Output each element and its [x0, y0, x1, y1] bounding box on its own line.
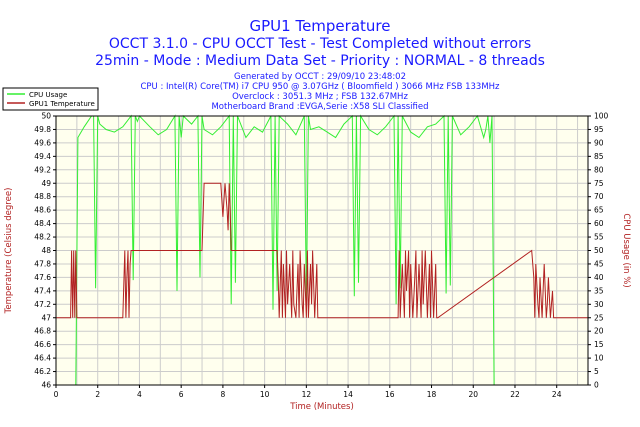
y-left-tick-label: 49.8	[34, 125, 51, 134]
legend-entry: CPU Usage	[29, 91, 67, 99]
y-right-tick-label: 15	[594, 340, 604, 349]
y-right-tick-label: 55	[594, 233, 604, 242]
x-tick-label: 0	[54, 390, 59, 399]
legend-box	[2, 87, 99, 111]
y-right-tick-label: 35	[594, 286, 604, 295]
legend-entry: GPU1 Temperature	[29, 100, 95, 108]
y-right-tick-label: 90	[594, 138, 604, 147]
info-overclock: Overclock : 3051.3 MHz ; FSB 132.67MHz	[232, 92, 408, 102]
info-motherboard: Motherboard Brand :EVGA,Serie :X58 SLI C…	[211, 102, 429, 112]
y-axis-right-label: CPU Usage (in %)	[621, 213, 631, 287]
y-left-tick-label: 48.6	[34, 206, 51, 215]
y-right-tick-label: 20	[594, 327, 604, 336]
x-tick-label: 8	[221, 390, 226, 399]
y-right-tick-label: 85	[594, 152, 604, 161]
y-right-tick-label: 30	[594, 300, 604, 309]
y-right-tick-label: 45	[594, 259, 604, 268]
y-right-tick-label: 50	[594, 246, 604, 255]
x-tick-label: 22	[510, 390, 520, 399]
x-tick-label: 4	[137, 390, 142, 399]
x-tick-label: 18	[427, 390, 437, 399]
series-line-gpu1-temperature	[56, 182, 588, 319]
y-left-tick-label: 49.4	[34, 152, 51, 161]
y-left-tick-label: 46.4	[34, 354, 51, 363]
y-left-tick-label: 50	[41, 112, 51, 121]
y-left-tick-label: 48	[41, 246, 51, 255]
series-lines	[56, 114, 588, 386]
y-left-tick-label: 49.6	[34, 138, 51, 147]
y-left-tick-label: 46.6	[34, 340, 51, 349]
x-tick-label: 24	[552, 390, 562, 399]
axis-ticks: 4646.246.446.646.84747.247.447.647.84848…	[34, 112, 608, 400]
y-left-tick-label: 46.2	[34, 367, 51, 376]
y-right-tick-label: 70	[594, 192, 604, 201]
y-right-tick-label: 65	[594, 206, 604, 215]
y-right-tick-label: 100	[594, 112, 609, 121]
x-tick-label: 12	[302, 390, 312, 399]
y-left-tick-label: 46	[41, 381, 51, 390]
y-left-tick-label: 48.2	[34, 233, 51, 242]
y-left-tick-label: 48.4	[34, 219, 51, 228]
y-left-tick-label: 47.8	[34, 259, 51, 268]
info-cpu: CPU : Intel(R) Core(TM) i7 CPU 950 @ 3.0…	[140, 82, 500, 92]
y-right-tick-label: 75	[594, 179, 604, 188]
x-tick-label: 20	[468, 390, 478, 399]
chart-subtitle-test: OCCT 3.1.0 - CPU OCCT Test - Test Comple…	[108, 36, 532, 52]
x-tick-label: 10	[260, 390, 270, 399]
x-tick-label: 16	[385, 390, 395, 399]
y-left-tick-label: 47	[41, 313, 51, 322]
x-tick-label: 2	[95, 390, 100, 399]
y-left-tick-label: 47.4	[34, 286, 51, 295]
y-left-tick-label: 47.6	[34, 273, 51, 282]
y-right-tick-label: 5	[594, 367, 599, 376]
y-left-tick-label: 47.2	[34, 300, 51, 309]
y-right-tick-label: 10	[594, 354, 604, 363]
info-generated: Generated by OCCT : 29/09/10 23:48:02	[234, 72, 406, 82]
y-right-tick-label: 60	[594, 219, 604, 228]
y-left-tick-label: 49	[41, 179, 51, 188]
y-left-tick-label: 49.2	[34, 165, 51, 174]
y-left-tick-label: 46.8	[34, 327, 51, 336]
y-right-tick-label: 40	[594, 273, 604, 282]
y-left-tick-label: 48.8	[34, 192, 51, 201]
y-right-tick-label: 80	[594, 165, 604, 174]
y-right-tick-label: 0	[594, 381, 599, 390]
y-right-tick-label: 25	[594, 313, 604, 322]
y-right-tick-label: 95	[594, 125, 604, 134]
y-axis-left-label: Temperature (Celsius degree)	[4, 188, 14, 315]
series-line-cpu-usage	[75, 114, 497, 386]
chart-subtitle-mode: 25min - Mode : Medium Data Set - Priorit…	[95, 53, 545, 69]
chart-title: GPU1 Temperature	[249, 17, 391, 35]
x-tick-label: 14	[343, 390, 353, 399]
x-axis-label: Time (Minutes)	[289, 402, 354, 412]
x-tick-label: 6	[179, 390, 184, 399]
